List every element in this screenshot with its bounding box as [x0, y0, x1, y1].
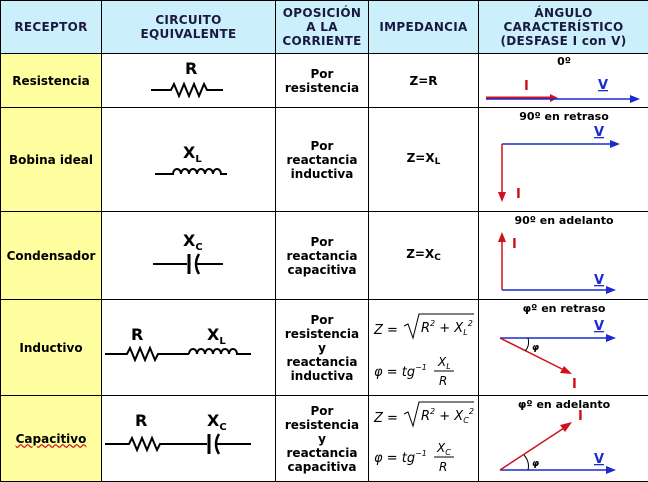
- resistor-circuit: R: [103, 54, 275, 104]
- header-row: RECEPTOR CIRCUITO EQUIVALENTE OPOSICIÓN …: [1, 1, 648, 54]
- component-label: R: [185, 59, 197, 78]
- angle-cell: 0º I V: [479, 54, 648, 108]
- component-label: R: [131, 325, 143, 344]
- angle-title: 0º: [557, 55, 571, 68]
- svg-text:R: R: [439, 374, 447, 388]
- header-oposicion: OPOSICIÓN A LA CORRIENTE: [276, 1, 369, 54]
- impedancia-cell: Z=XC: [369, 212, 479, 300]
- phasor-diagram: 0º I V: [480, 54, 648, 104]
- phasor-diagram: 90º en retraso V I: [480, 108, 648, 208]
- phasor-diagram: φº en adelanto φ V I: [480, 396, 648, 478]
- table-row: Inductivo R XL Por resistencia y reactan…: [1, 300, 648, 396]
- impedance-formula: Z = R2 + XC2 φ = tg−1 XC R: [370, 396, 478, 478]
- circuit-cell: XC: [102, 212, 276, 300]
- oposicion-cell: Por resistencia y reactancia inductiva: [276, 300, 369, 396]
- svg-text:XL: XL: [437, 355, 451, 371]
- receptor-cell: Capacitivo: [1, 396, 102, 482]
- oposicion-cell: Por reactancia capacitiva: [276, 212, 369, 300]
- current-label: I: [512, 237, 517, 252]
- circuit-cell: R: [102, 54, 276, 108]
- header-circuito: CIRCUITO EQUIVALENTE: [102, 1, 276, 54]
- current-label: I: [524, 79, 529, 94]
- svg-text:R2 + XL2: R2 + XL2: [421, 319, 473, 337]
- angle-label: φ: [532, 459, 539, 469]
- component-label: XC: [183, 231, 203, 253]
- angle-cell: φº en retraso φ V I: [479, 300, 648, 396]
- impedancia-cell: Z=R: [369, 54, 479, 108]
- capacitor-circuit: XC: [103, 212, 275, 296]
- svg-text:Z =: Z =: [373, 323, 398, 338]
- phasor-diagram: φº en retraso φ V I: [480, 300, 648, 392]
- voltage-label: V: [594, 125, 604, 140]
- resistor-symbol: [105, 348, 189, 360]
- voltage-label: V: [598, 78, 608, 93]
- current-label: I: [578, 409, 583, 424]
- receptor-cell: Resistencia: [1, 54, 102, 108]
- impedancia-cell: Z = R2 + XC2 φ = tg−1 XC R: [369, 396, 479, 482]
- voltage-label: V: [594, 452, 604, 467]
- circuit-cell: R XL: [102, 300, 276, 396]
- receptor-cell: Inductivo: [1, 300, 102, 396]
- angle-title: 90º en retraso: [519, 110, 609, 123]
- impedance-formula: Z = R2 + XL2 φ = tg−1 XL R: [370, 300, 478, 392]
- svg-text:Z =: Z =: [373, 411, 398, 426]
- resistor-symbol: [105, 438, 207, 450]
- table-row: Bobina ideal XL Por reactancia inductiva…: [1, 108, 648, 212]
- angle-cell: φº en adelanto φ V I: [479, 396, 648, 482]
- voltage-label: V: [594, 273, 604, 288]
- resistor-symbol: [151, 84, 223, 96]
- header-receptor: RECEPTOR: [1, 1, 102, 54]
- receptor-cell: Bobina ideal: [1, 108, 102, 212]
- angle-title: φº en retraso: [522, 302, 605, 315]
- current-label: I: [516, 187, 521, 202]
- svg-text:φ = tg−1: φ = tg−1: [374, 363, 427, 380]
- circuit-cell: R XC: [102, 396, 276, 482]
- angle-label: φ: [532, 343, 539, 353]
- angle-title: 90º en adelanto: [514, 214, 614, 227]
- svg-text:R2 + XC2: R2 + XC2: [421, 407, 474, 425]
- component-label: R: [135, 411, 147, 430]
- phasor-diagram: 90º en adelanto V I: [480, 212, 648, 296]
- inductor-circuit: XL: [103, 108, 275, 208]
- rl-circuit: R XL: [103, 300, 275, 392]
- component-label: XL: [183, 143, 202, 165]
- circuit-cell: XL: [102, 108, 276, 212]
- impedancia-cell: Z = R2 + XL2 φ = tg−1 XL R: [369, 300, 479, 396]
- current-label: I: [572, 377, 577, 392]
- table-row: Capacitivo R XC Por resistencia y reacta…: [1, 396, 648, 482]
- receptor-label: Capacitivo: [16, 432, 87, 446]
- oposicion-cell: Por resistencia: [276, 54, 369, 108]
- receptor-cell: Condensador: [1, 212, 102, 300]
- angle-cell: 90º en retraso V I: [479, 108, 648, 212]
- voltage-label: V: [594, 319, 604, 334]
- svg-text:XC: XC: [436, 441, 451, 457]
- rc-circuit: R XC: [103, 396, 275, 478]
- table-row: Condensador XC Por reactancia capacitiva…: [1, 212, 648, 300]
- header-impedancia: IMPEDANCIA: [369, 1, 479, 54]
- table-row: Resistencia R Por resistencia Z=R 0º I V: [1, 54, 648, 108]
- angle-title: φº en adelanto: [517, 398, 610, 411]
- oposicion-cell: Por reactancia inductiva: [276, 108, 369, 212]
- inductor-symbol: [189, 349, 251, 354]
- impedancia-cell: Z=XL: [369, 108, 479, 212]
- oposicion-cell: Por resistencia y reactancia capacitiva: [276, 396, 369, 482]
- component-label: XL: [207, 325, 226, 347]
- header-angulo: ÁNGULO CARACTERÍSTICO (DESFASE I con V): [479, 1, 648, 54]
- component-label: XC: [207, 411, 227, 433]
- angle-cell: 90º en adelanto V I: [479, 212, 648, 300]
- inductor-symbol: [155, 169, 227, 174]
- svg-text:φ = tg−1: φ = tg−1: [374, 449, 427, 466]
